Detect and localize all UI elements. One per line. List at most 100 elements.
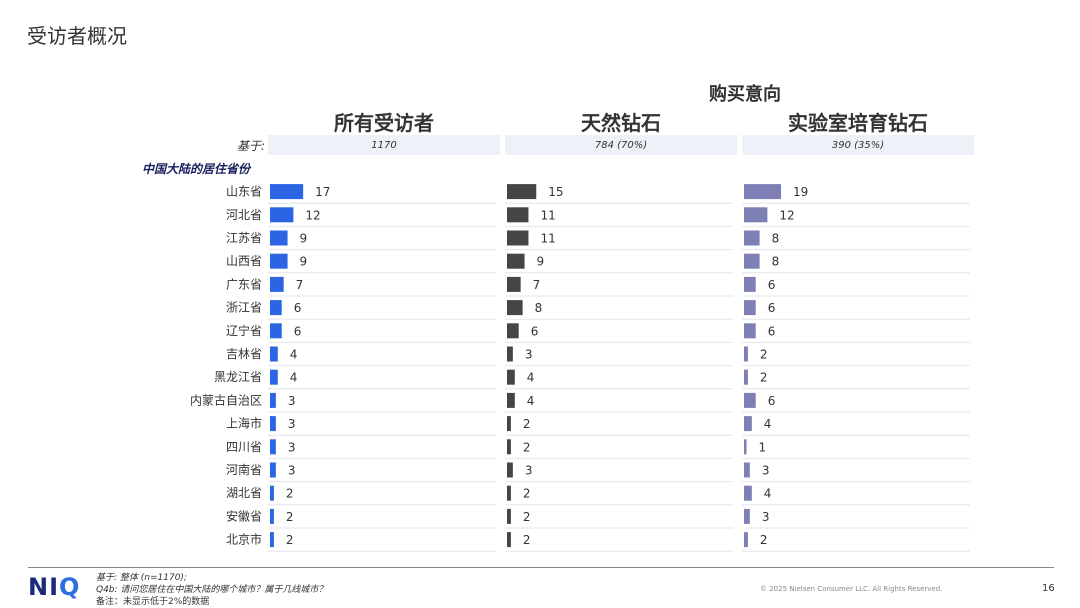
data-label: 6 [768, 324, 776, 338]
category-label: 山西省 [226, 254, 262, 268]
copyright: © 2025 Nielsen Consumer LLC. All Rights … [760, 585, 943, 593]
data-label: 19 [793, 185, 808, 199]
bar [270, 207, 294, 223]
category-label: 河北省 [226, 208, 262, 222]
data-label: 9 [537, 255, 545, 269]
bar [270, 532, 274, 548]
data-label: 6 [531, 324, 539, 338]
bar [507, 416, 511, 432]
data-label: 4 [290, 371, 298, 385]
bar [270, 253, 288, 269]
category-label: 安徽省 [226, 508, 262, 523]
purchase-intent-header: 购买意向 [709, 84, 781, 105]
bar [744, 416, 752, 432]
page-title: 受访者概况 [27, 24, 127, 48]
bar [507, 207, 529, 223]
bar [270, 416, 276, 432]
bar [744, 300, 756, 316]
data-label: 2 [760, 348, 768, 362]
bar [507, 230, 529, 246]
category-label: 广东省 [226, 277, 262, 291]
data-label: 4 [764, 417, 772, 431]
category-label: 内蒙古自治区 [190, 392, 262, 407]
data-label: 2 [760, 371, 768, 385]
data-label: 7 [296, 278, 304, 292]
data-label: 3 [288, 440, 296, 454]
bar [744, 207, 768, 223]
bar [507, 346, 513, 362]
data-label: 1 [759, 440, 767, 454]
data-label: 3 [762, 464, 770, 478]
niq-logo: NIQ [28, 573, 81, 601]
bar [744, 462, 750, 478]
column-header-lab: 实验室培育钻石 [788, 111, 928, 135]
bar [507, 300, 523, 316]
base-value-natural: 784 (70%) [594, 140, 648, 151]
category-label: 山东省 [226, 185, 262, 199]
bar [744, 532, 748, 548]
base-band-natural [505, 135, 737, 155]
section-label: 中国大陆的居住省份 [142, 162, 251, 176]
bar [744, 439, 747, 455]
data-label: 3 [525, 348, 533, 362]
column-header-natural: 天然钻石 [581, 111, 661, 135]
footnote-base: 基于: 整体 (n=1170); [96, 573, 187, 583]
category-label: 吉林省 [226, 347, 262, 361]
page-number: 16 [1042, 583, 1055, 594]
data-label: 8 [535, 301, 543, 315]
category-label: 上海市 [226, 416, 262, 431]
data-label: 17 [315, 185, 330, 199]
category-label: 四川省 [226, 440, 262, 454]
bar [507, 462, 513, 478]
bar [744, 508, 750, 524]
bar [507, 485, 511, 501]
category-label: 黑龙江省 [214, 370, 262, 384]
bar [744, 485, 752, 501]
bar [744, 392, 756, 408]
data-label: 12 [779, 208, 794, 222]
bar [270, 276, 284, 292]
data-label: 2 [523, 440, 531, 454]
footer-divider [28, 567, 1054, 568]
base-band-all [268, 135, 500, 155]
bar [744, 369, 748, 385]
data-label: 12 [305, 208, 320, 222]
base-band-lab [742, 135, 974, 155]
bar [270, 392, 276, 408]
footnotes: 基于: 整体 (n=1170); Q4b: 请问您居住在中国大陆的哪个城市？属于… [96, 572, 327, 608]
data-label: 2 [286, 533, 294, 547]
bar [507, 392, 515, 408]
bar [507, 369, 515, 385]
bar [270, 230, 288, 246]
bar [507, 253, 525, 269]
bar [270, 439, 276, 455]
data-label: 3 [525, 464, 533, 478]
data-label: 2 [286, 510, 294, 524]
data-label: 2 [523, 487, 531, 501]
data-label: 8 [772, 255, 780, 269]
base-label: 基于: [236, 139, 265, 153]
data-label: 6 [294, 301, 302, 315]
bar [744, 230, 760, 246]
bar [507, 439, 511, 455]
province-bar-chart: 山东省河北省江苏省山西省广东省浙江省辽宁省吉林省黑龙江省内蒙古自治区上海市四川省… [190, 184, 970, 552]
bar [270, 184, 304, 200]
data-label: 4 [527, 394, 535, 408]
bar [270, 462, 276, 478]
bar [270, 485, 274, 501]
base-value-all: 1170 [371, 140, 397, 151]
bar [744, 346, 748, 362]
bar [270, 369, 278, 385]
category-label: 浙江省 [226, 301, 262, 315]
data-label: 6 [294, 324, 302, 338]
data-label: 11 [540, 232, 555, 246]
column-header-all: 所有受访者 [334, 111, 434, 135]
bar [744, 184, 782, 200]
data-label: 9 [300, 255, 308, 269]
data-label: 2 [286, 487, 294, 501]
category-label: 湖北省 [226, 485, 262, 500]
bar [744, 253, 760, 269]
data-label: 6 [768, 278, 776, 292]
data-label: 2 [523, 533, 531, 547]
base-value-lab: 390 (35%) [831, 140, 885, 151]
